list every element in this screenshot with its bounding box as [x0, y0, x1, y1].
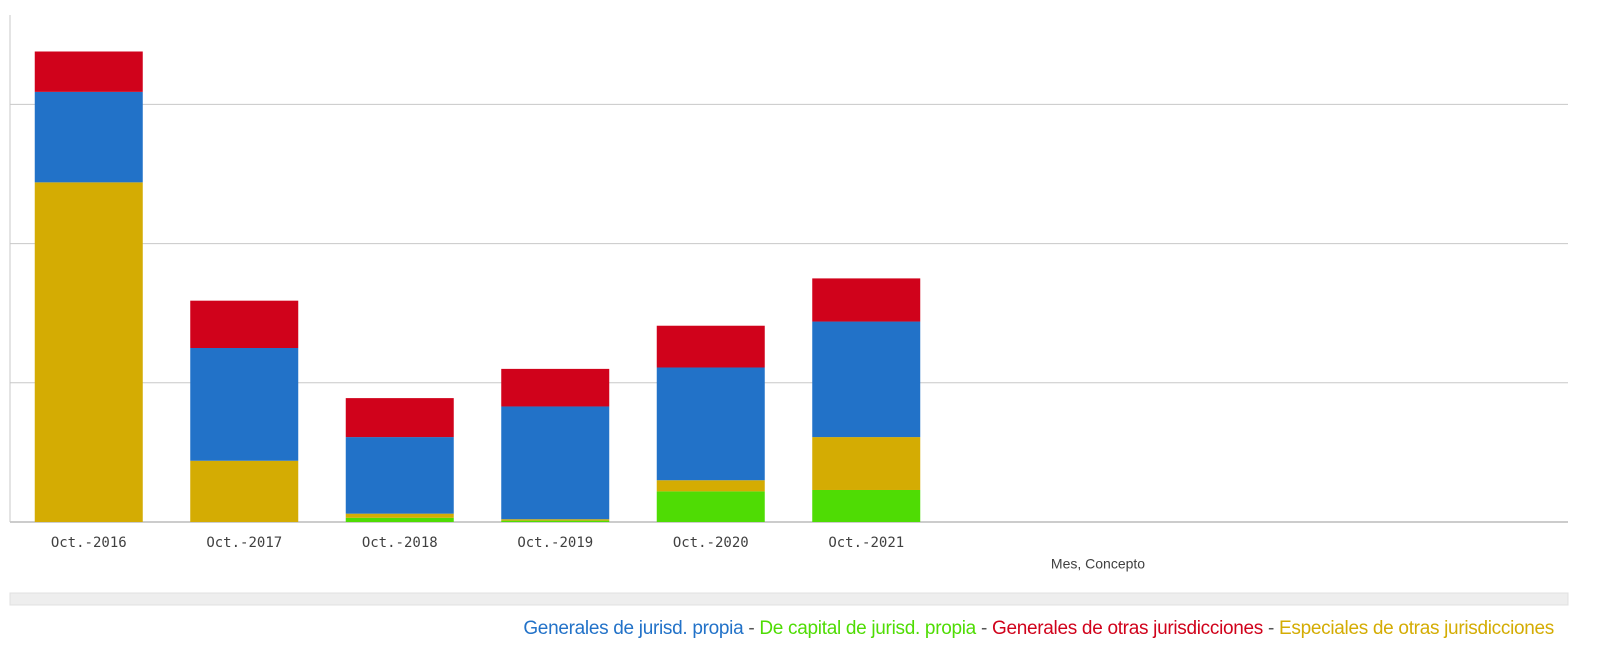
bar-segment [812, 489, 921, 522]
bar-segment [656, 367, 765, 481]
legend-entry: Especiales de otras jurisdicciones [1279, 618, 1554, 639]
bar-segment [190, 460, 299, 522]
bar-segment [345, 398, 454, 438]
bar-segment [812, 321, 921, 438]
bar-segment [190, 300, 299, 348]
bar-segment [190, 348, 299, 461]
bar-segment [34, 182, 143, 523]
bar-segment [656, 325, 765, 368]
scrollbar[interactable] [9, 592, 1569, 606]
bar-segment [656, 491, 765, 522]
bar-segment [34, 91, 143, 183]
bar-segment [812, 278, 921, 322]
bar-segment [345, 517, 454, 522]
x-tick-label: Oct.-2019 [517, 535, 593, 551]
legend-entry: Generales de otras jurisdicciones [991, 618, 1264, 639]
legend-separator: - [748, 618, 755, 639]
x-tick-label: Oct.-2020 [673, 535, 749, 551]
x-axis-title: Mes, Concepto [1051, 556, 1145, 572]
legend-separator: - [980, 618, 987, 639]
legend-separator: - [1268, 618, 1275, 639]
x-tick-label: Oct.-2016 [51, 535, 127, 551]
legend-entry: Generales de jurisd. propia [523, 618, 744, 639]
bar-segment [501, 520, 610, 522]
bar-segment [345, 437, 454, 514]
x-tick-label: Oct.-2018 [362, 535, 438, 551]
legend-entry: De capital de jurisd. propia [759, 618, 976, 639]
bar-segment [501, 519, 610, 521]
bar-segment [501, 406, 610, 520]
bar-segment [345, 513, 454, 518]
bar-segment [501, 368, 610, 407]
bar-segment [34, 51, 143, 92]
legend: Generales de jurisd. propia - De capital d… [523, 618, 1554, 640]
chart: Mes, Concepto Oct.-2016 Oct.-2017 Oct.-201… [9, 15, 1569, 606]
bar-segment [812, 437, 921, 490]
x-tick-label: Oct.-2021 [828, 535, 904, 551]
x-tick-label: Oct.-2017 [206, 535, 282, 551]
bar-segment [656, 480, 765, 492]
